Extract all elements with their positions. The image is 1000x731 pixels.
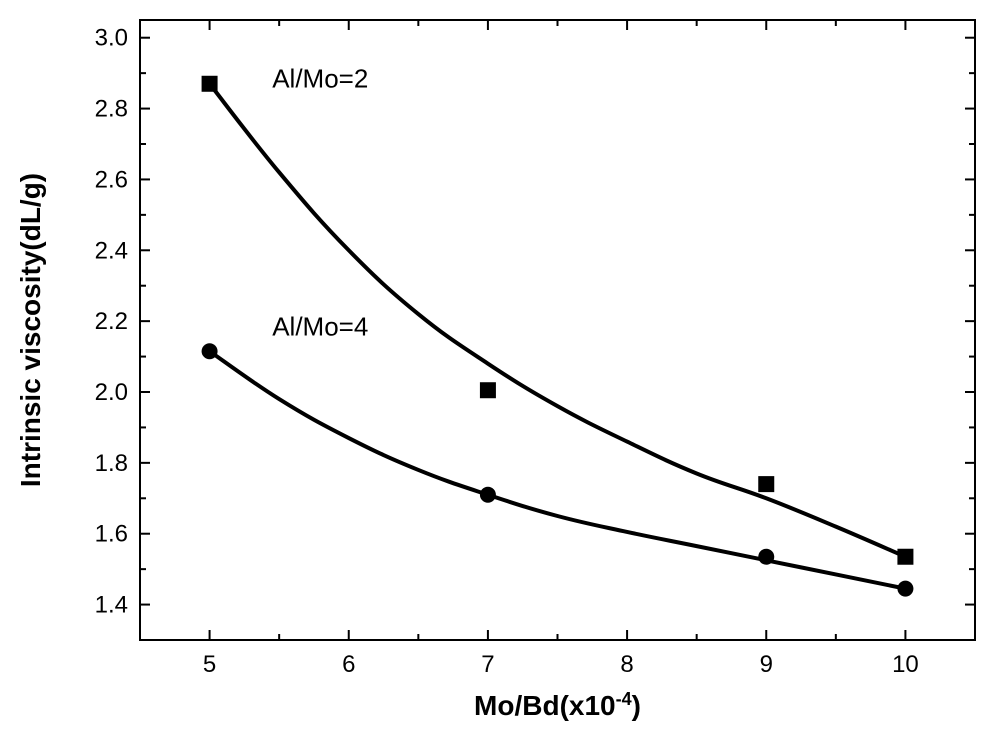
series-0-marker bbox=[758, 476, 774, 492]
chart-bg bbox=[0, 0, 1000, 731]
chart-container: 56789101.41.61.82.02.22.42.62.83.0Mo/Bd(… bbox=[0, 0, 1000, 731]
y-tick-label: 2.6 bbox=[95, 166, 128, 193]
y-tick-label: 2.2 bbox=[95, 308, 128, 335]
viscosity-chart: 56789101.41.61.82.02.22.42.62.83.0Mo/Bd(… bbox=[0, 0, 1000, 731]
series-0-marker bbox=[480, 382, 496, 398]
x-tick-label: 10 bbox=[892, 651, 919, 678]
x-tick-label: 8 bbox=[620, 651, 633, 678]
y-tick-label: 1.6 bbox=[95, 521, 128, 548]
series-0-marker bbox=[202, 76, 218, 92]
y-tick-label: 1.8 bbox=[95, 450, 128, 477]
y-tick-label: 3.0 bbox=[95, 25, 128, 52]
series-1-marker bbox=[758, 549, 774, 565]
series-0-marker bbox=[897, 549, 913, 565]
series-annotation-1: Al/Mo=4 bbox=[272, 311, 368, 341]
x-tick-label: 5 bbox=[203, 651, 216, 678]
x-tick-label: 9 bbox=[760, 651, 773, 678]
y-tick-label: 2.8 bbox=[95, 96, 128, 123]
y-tick-label: 2.0 bbox=[95, 379, 128, 406]
series-1-marker bbox=[480, 487, 496, 503]
x-tick-label: 7 bbox=[481, 651, 494, 678]
series-1-marker bbox=[202, 343, 218, 359]
y-axis-title: Intrinsic viscosity(dL/g) bbox=[15, 173, 46, 487]
y-tick-label: 2.4 bbox=[95, 237, 128, 264]
series-annotation-0: Al/Mo=2 bbox=[272, 63, 368, 93]
y-tick-label: 1.4 bbox=[95, 592, 128, 619]
x-tick-label: 6 bbox=[342, 651, 355, 678]
series-1-marker bbox=[897, 581, 913, 597]
